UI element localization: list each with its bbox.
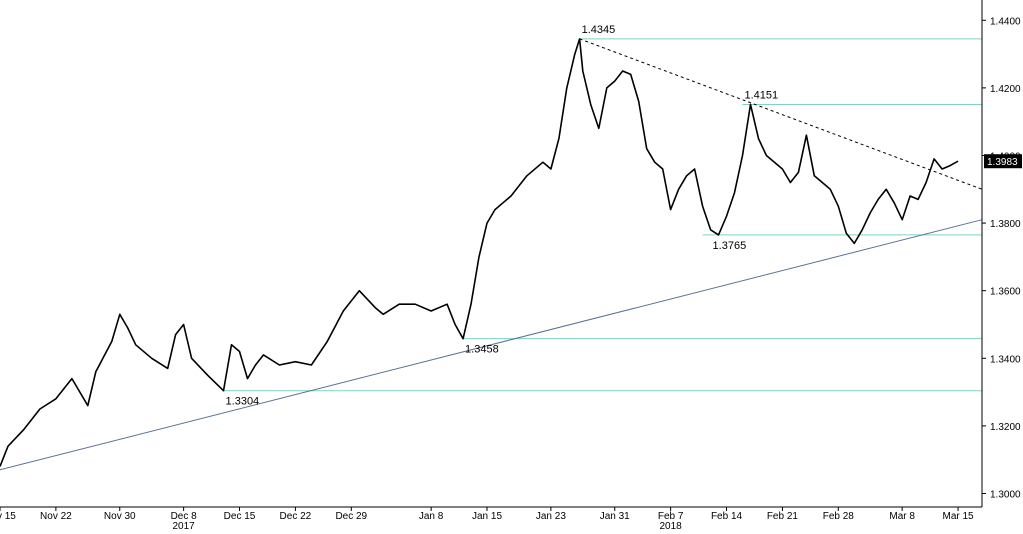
x-tick-label: Feb 28 bbox=[823, 511, 855, 522]
last-price-badge-label: 1.3983 bbox=[987, 157, 1018, 168]
x-tick-label: Dec 22 bbox=[280, 511, 312, 522]
trendlines bbox=[0, 38, 983, 471]
price-annotations: 1.4345 1.4151 1.3765 1.3458 1.3304 bbox=[226, 24, 779, 408]
last-price-badge: 1.3983 bbox=[984, 154, 1022, 169]
x-tick-label: Feb 7 bbox=[658, 511, 684, 522]
year-label: 2017 bbox=[173, 521, 196, 529]
x-tick-label: Jan 31 bbox=[600, 511, 630, 522]
y-tick-label: 1.3600 bbox=[990, 287, 1021, 298]
y-tick-label: 1.3200 bbox=[990, 422, 1021, 433]
x-tick-label: Mar 15 bbox=[942, 511, 974, 522]
support-trendline bbox=[0, 219, 983, 471]
x-tick-label: Feb 14 bbox=[711, 511, 743, 522]
x-tick-label: Dec 8 bbox=[171, 511, 198, 522]
y-tick-label: 1.4400 bbox=[990, 16, 1021, 27]
price-annotation: 1.3458 bbox=[465, 344, 499, 356]
x-tick-label: Nov 22 bbox=[40, 511, 72, 522]
price-line bbox=[0, 38, 959, 467]
last-price-badge-bg bbox=[984, 154, 1022, 169]
y-tick-label: 1.3400 bbox=[990, 354, 1021, 365]
x-tick-label: Jan 23 bbox=[536, 511, 566, 522]
x-tick-label: Jan 15 bbox=[472, 511, 502, 522]
price-annotation: 1.3304 bbox=[226, 396, 260, 408]
x-tick-label: Nov 30 bbox=[104, 511, 136, 522]
x-tick-label: Feb 21 bbox=[767, 511, 799, 522]
year-label: 2018 bbox=[660, 521, 683, 529]
price-annotation: 1.4345 bbox=[582, 24, 616, 36]
y-tick-label: 1.4200 bbox=[990, 84, 1021, 95]
support-resistance-levels bbox=[223, 38, 982, 392]
price-annotation: 1.4151 bbox=[744, 89, 778, 101]
y-tick-label: 1.3000 bbox=[990, 489, 1021, 500]
x-tick-label: Mar 8 bbox=[889, 511, 915, 522]
x-tick-label: Dec 15 bbox=[224, 511, 256, 522]
price-annotation: 1.3765 bbox=[713, 240, 747, 252]
y-tick-label: 1.3800 bbox=[990, 219, 1021, 230]
x-tick-label: Nov 15 bbox=[0, 511, 16, 522]
x-tick-label: Dec 29 bbox=[335, 511, 367, 522]
price-series bbox=[0, 38, 959, 467]
x-tick-label: Jan 8 bbox=[419, 511, 444, 522]
